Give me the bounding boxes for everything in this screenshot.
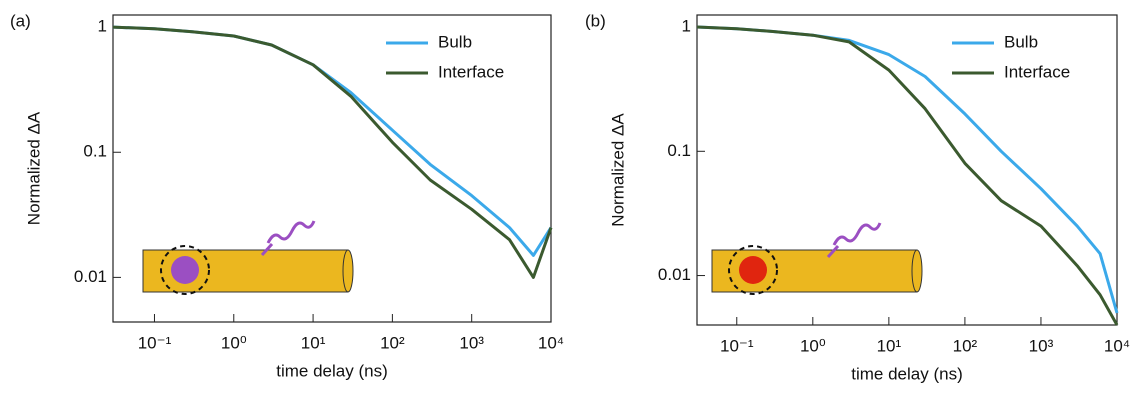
dashed-ring (160, 245, 210, 295)
x-tick-label: 10⁰ (800, 336, 826, 355)
inset-a (142, 220, 354, 295)
panel: 0.01 0.1 1 10⁻¹ 10⁰ 10¹ 10² 10³ 10⁴ time delay (n… (585, 11, 1130, 383)
panel-label: (b) (585, 11, 606, 30)
dot (739, 256, 767, 284)
x-tick-label: 10⁴ (538, 333, 564, 352)
plot-frame (696, 14, 1118, 326)
plot-frame (112, 14, 552, 323)
x-tick-label: 10⁻¹ (720, 336, 754, 355)
rod-end (911, 249, 923, 293)
x-tick-label: 10¹ (877, 336, 902, 355)
y-tick-label: 0.1 (667, 141, 691, 160)
x-tick-label: 10³ (459, 333, 484, 352)
dot (171, 256, 199, 284)
dashed-ring (728, 245, 778, 295)
legend-label: Interface (438, 62, 504, 81)
y-tick-label: 1 (682, 17, 691, 36)
x-tick-label: 10² (953, 336, 978, 355)
x-tick-label: 10⁻¹ (138, 333, 172, 352)
y-tick-label: 1 (98, 17, 107, 36)
rod-end (342, 249, 354, 293)
light-wave (826, 222, 882, 259)
panel-label: (a) (10, 11, 31, 30)
x-tick-label: 10² (380, 333, 405, 352)
legend-label: Bulb (1004, 32, 1038, 51)
light-wave (260, 220, 316, 257)
x-tick-label: 10⁰ (221, 333, 247, 352)
x-axis-label: time delay (ns) (851, 364, 962, 383)
y-tick-label: 0.01 (658, 265, 691, 284)
y-axis-label: Normalized ΔA (24, 111, 43, 225)
y-tick-label: 0.01 (74, 267, 107, 286)
panel: 0.01 0.1 1 10⁻¹ 10⁰ 10¹ 10² 10³ 10⁴ time delay (n… (10, 11, 564, 380)
y-tick-label: 0.1 (83, 142, 107, 161)
series-line (112, 25, 553, 279)
x-tick-label: 10⁴ (1104, 336, 1130, 355)
x-tick-label: 10³ (1029, 336, 1054, 355)
legend-label: Bulb (438, 32, 472, 51)
x-axis-label: time delay (ns) (276, 361, 387, 380)
legend-label: Interface (1004, 62, 1070, 81)
x-tick-label: 10¹ (301, 333, 326, 352)
y-axis-label: Normalized ΔA (608, 113, 627, 227)
inset-b (711, 222, 923, 295)
series-line (696, 25, 1119, 326)
